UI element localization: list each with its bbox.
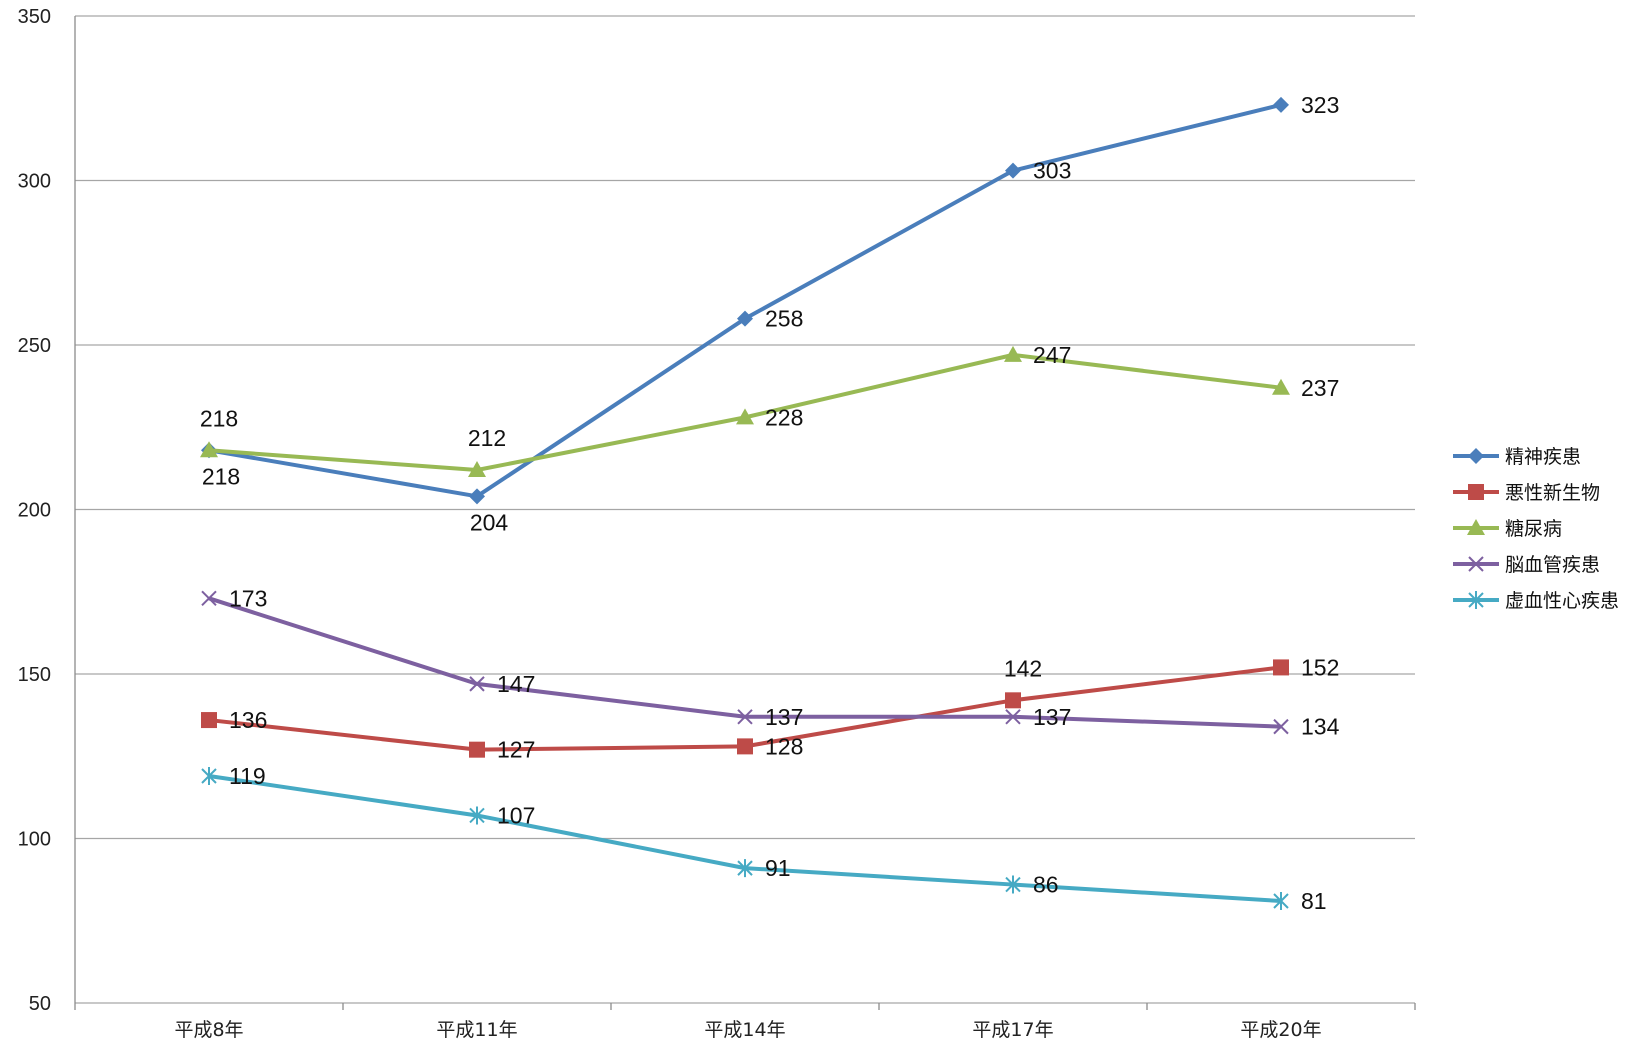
data-label: 81 [1301,888,1327,914]
data-label: 173 [229,585,267,611]
data-label: 218 [200,405,238,431]
x-tick-label: 平成20年 [1240,1019,1321,1041]
data-point [201,712,217,729]
data-label: 204 [470,509,509,535]
data-label: 258 [765,306,803,332]
y-tick-label: 200 [18,500,51,522]
data-point [1005,709,1021,725]
legend-label: 虚血性心疾患 [1505,590,1619,612]
data-point [737,859,753,878]
data-point [1005,692,1021,709]
data-label: 91 [765,855,791,881]
data-point [201,766,217,785]
data-point [737,310,753,327]
y-tick-label: 50 [29,993,51,1015]
legend-label: 悪性新生物 [1505,482,1600,504]
y-tick-label: 300 [18,171,51,193]
y-tick-label: 350 [18,6,51,28]
data-point [1005,875,1021,894]
data-label: 137 [765,704,803,730]
data-point [469,676,485,692]
data-label: 247 [1033,342,1071,368]
data-label: 142 [1004,655,1042,681]
data-point [469,488,485,505]
data-point [1004,345,1022,362]
data-point [1005,162,1021,179]
y-tick-label: 250 [18,335,51,357]
legend-marker [1468,591,1484,609]
legend-label: 精神疾患 [1505,446,1581,468]
data-point [1273,718,1289,735]
data-label: 212 [468,425,506,451]
data-point [737,738,753,755]
x-tick-label: 平成17年 [972,1019,1053,1041]
data-label: 136 [229,707,267,733]
y-tick-label: 150 [18,664,51,686]
legend-label: 糖尿病 [1505,518,1562,540]
legend-marker [1468,448,1484,464]
data-point [1272,378,1290,395]
series-line [208,665,1282,752]
legend-label: 脳血管疾患 [1505,554,1600,576]
series-line [208,596,1282,729]
data-label: 152 [1301,654,1339,680]
data-label: 128 [765,733,803,759]
data-label: 147 [497,671,535,697]
data-label: 119 [229,763,266,789]
x-tick-label: 平成14年 [704,1019,785,1041]
data-label: 237 [1301,375,1339,401]
x-tick-label: 平成11年 [436,1019,517,1041]
legend-marker [1468,556,1484,572]
series-layer [200,96,1290,911]
data-label: 218 [202,463,240,489]
data-label: 134 [1301,714,1340,740]
y-tick-label: 100 [18,829,51,851]
data-labels-layer: 218 204 258 303 323 136 127 128 142 152 218 212 228 2… [200,92,1340,914]
gridlines [75,15,1415,1004]
series-line [208,102,1282,499]
data-point [200,441,218,458]
data-label: 137 [1033,704,1071,730]
data-point [1273,96,1289,113]
data-label: 228 [765,404,803,430]
data-point [469,806,485,825]
data-label: 107 [497,802,535,828]
axes: 50 100 150 200 250 300 350 平成8年 平成11年 平成14年 平成17年 平… [18,6,1416,1041]
x-tick-label: 平成8年 [174,1019,243,1041]
data-label: 303 [1033,158,1071,184]
data-point [201,590,217,607]
data-point [736,408,754,425]
legend-marker [1468,484,1484,500]
data-point [469,741,485,758]
data-label: 86 [1033,872,1059,898]
data-point [737,709,753,725]
data-point [1273,659,1289,676]
data-label: 127 [497,737,535,763]
data-label: 323 [1301,92,1339,118]
data-point [468,461,486,478]
data-point [1273,892,1289,911]
legend-marker [1467,519,1485,535]
